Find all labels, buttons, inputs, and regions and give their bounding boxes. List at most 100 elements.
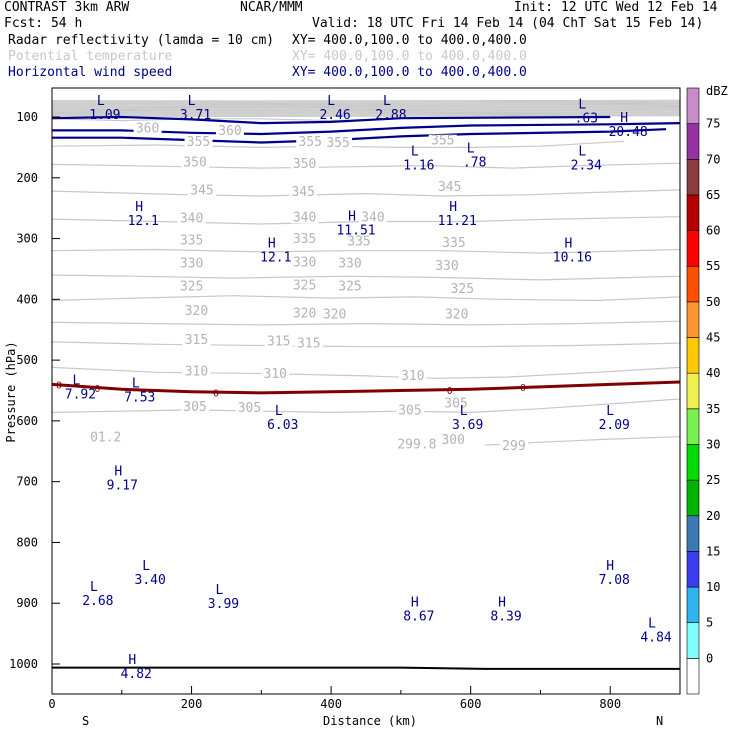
theta-contour-labels: 360 360 355 355 355 355 350 350 345 345 345 340 340 3… <box>90 122 528 454</box>
colorbar-segment <box>686 372 700 410</box>
x-end-right-label: N <box>656 714 663 728</box>
high-marker: H7.08 <box>599 559 630 588</box>
x-axis-label: Distance (km) <box>323 714 417 728</box>
theta-label: 335 <box>293 232 316 247</box>
theta-contour <box>52 295 680 302</box>
marker-value: 2.68 <box>82 594 113 609</box>
marker-type: L <box>648 617 656 632</box>
theta-label: 315 <box>267 334 290 349</box>
marker-value: 2.09 <box>599 418 630 433</box>
marker-type: H <box>564 237 572 252</box>
high-marker: H9.17 <box>107 465 138 494</box>
marker-type: L <box>97 94 105 109</box>
theta-label-bg <box>182 304 211 317</box>
marker-value: 4.82 <box>121 667 152 682</box>
low-marker: L.63 <box>575 97 598 126</box>
theta-contour <box>52 366 680 379</box>
x-tick-label: 800 <box>599 697 621 711</box>
marker-value: 8.39 <box>490 609 521 624</box>
marker-type: L <box>275 404 283 419</box>
colorbar-segment <box>686 87 700 124</box>
marker-type: L <box>142 559 150 574</box>
theta-label-bg <box>320 308 349 321</box>
marker-value: 7.53 <box>124 390 155 405</box>
theta-label: 325 <box>293 278 316 293</box>
marker-type: H <box>114 465 122 480</box>
surface-line <box>52 666 680 670</box>
theta-label-bg <box>435 180 464 193</box>
theta-label-bg <box>133 122 162 135</box>
y-tick-label: 700 <box>16 475 38 489</box>
marker-type: H <box>606 559 614 574</box>
theta-label: 305 <box>444 396 467 411</box>
x-tick-label: 600 <box>460 697 482 711</box>
marker-type: L <box>411 144 419 159</box>
marker-type: L <box>606 404 614 419</box>
theta-label-bg <box>395 404 424 417</box>
theta-label: 310 <box>264 367 287 382</box>
theta-label-bg <box>439 433 468 446</box>
theta-label-bg <box>442 397 471 410</box>
marker-value: 3.69 <box>452 418 483 433</box>
marker-value: 2.88 <box>375 108 406 123</box>
y-axis-label: Pressure (hPa) <box>4 341 18 442</box>
theta-label: 325 <box>338 280 361 295</box>
theta-label: 01.2 <box>90 430 121 445</box>
theta-label-bg <box>335 280 364 293</box>
y-tick-label: 300 <box>16 232 38 246</box>
theta-label: 335 <box>347 235 370 250</box>
reflectivity-contour: 0 0 0 0 0 <box>52 380 680 399</box>
reflectivity-contour-label: 0 <box>94 384 100 395</box>
colorbar-tick-label: 10 <box>706 580 720 594</box>
theta-label-bg <box>188 184 217 197</box>
marker-type: H <box>411 595 419 610</box>
theta-label: 325 <box>451 282 474 297</box>
colorbar-tick-label: 15 <box>706 544 720 558</box>
marker-value: 12.1 <box>260 251 291 266</box>
upper-theta-line <box>52 101 680 104</box>
upper-theta-line <box>52 100 680 103</box>
marker-type: H <box>348 209 356 224</box>
marker-value: 3.99 <box>208 597 239 612</box>
x-tick-label: 0 <box>48 697 55 711</box>
marker-value: 7.92 <box>65 387 96 402</box>
field-wind-xy: XY= 400.0,100.0 to 400.0,400.0 <box>292 65 527 80</box>
low-marker: L1.09 <box>89 94 120 123</box>
theta-label-bg <box>324 137 353 150</box>
marker-type: L <box>467 141 475 156</box>
theta-label: 320 <box>323 308 346 323</box>
theta-label: 360 <box>136 122 159 137</box>
colorbar-tick-label: 45 <box>706 331 720 345</box>
theta-label-bg <box>358 211 387 224</box>
marker-value: 8.67 <box>403 609 434 624</box>
marker-type: H <box>128 653 136 668</box>
theta-label: 300 <box>441 433 464 448</box>
upper-theta-line <box>52 114 680 116</box>
theta-contour <box>52 398 680 414</box>
theta-label: 325 <box>180 280 203 295</box>
low-marker: L7.92 <box>65 373 96 402</box>
colorbar-segment <box>686 515 700 552</box>
model-title: CONTRAST 3km ARW <box>4 0 130 15</box>
colorbar-tick-label: 65 <box>706 188 720 202</box>
theta-contour <box>52 140 625 149</box>
reflectivity-0-contour <box>52 380 680 395</box>
theta-label: 330 <box>338 257 361 272</box>
theta-contour <box>52 274 680 281</box>
low-marker: L3.71 <box>180 94 211 123</box>
y-tick-label: 1000 <box>9 657 38 671</box>
theta-label-bg <box>182 365 211 378</box>
theta-label-bg <box>294 337 323 350</box>
low-marker: L6.03 <box>267 404 298 433</box>
colorbar-tick-label: 60 <box>706 224 720 238</box>
x-tick-label: 200 <box>181 697 203 711</box>
colorbar-segment <box>686 444 700 481</box>
theta-label-bg <box>91 431 120 444</box>
marker-type: L <box>216 583 224 598</box>
marker-type: L <box>578 97 586 112</box>
y-tick-label: 800 <box>16 535 38 549</box>
colorbar-segment <box>686 123 700 160</box>
colorbar-tick-label: 30 <box>706 437 720 451</box>
low-marker: L2.68 <box>82 580 113 609</box>
theta-label: 305 <box>183 400 206 415</box>
